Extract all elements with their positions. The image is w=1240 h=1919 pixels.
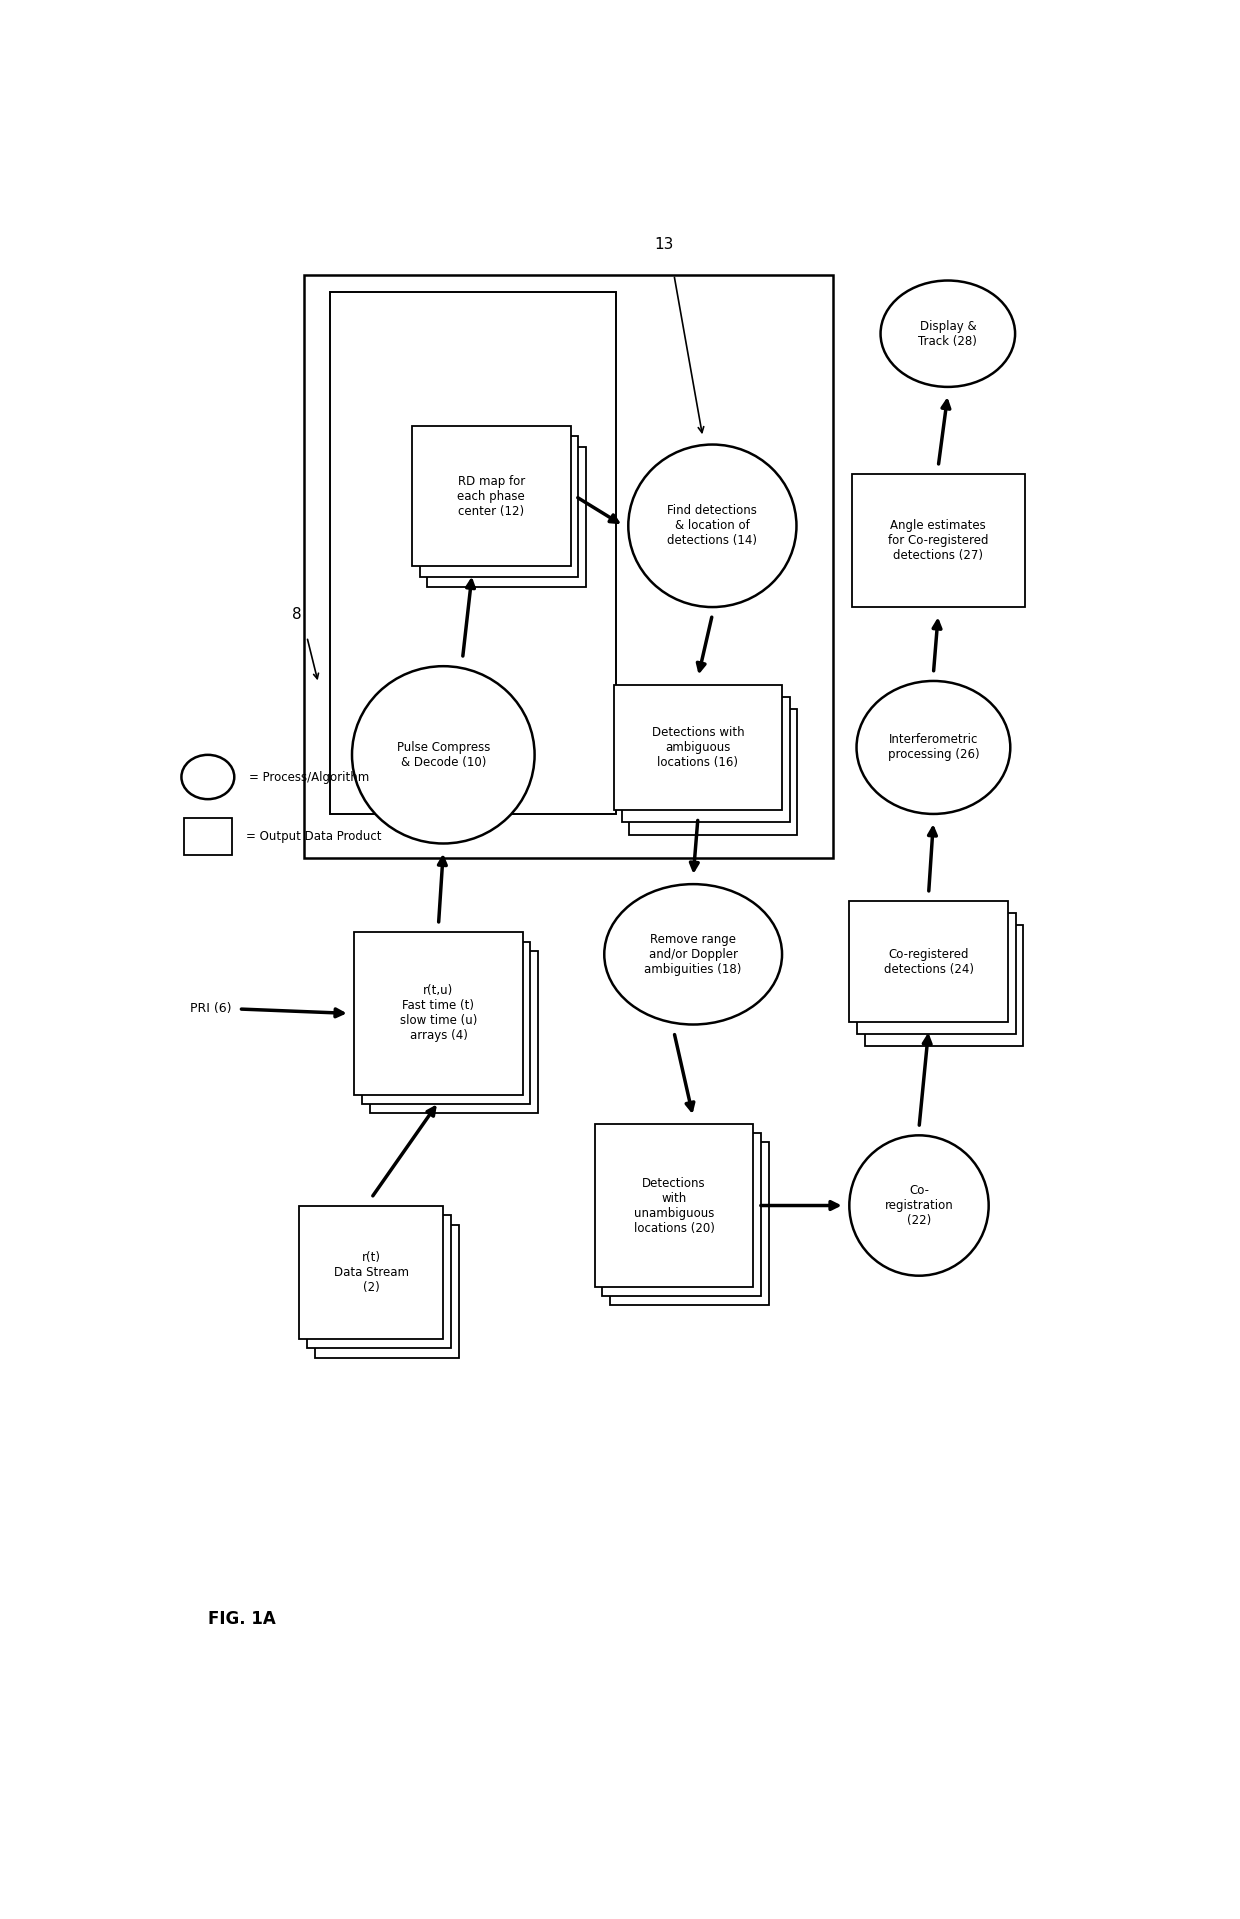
FancyBboxPatch shape bbox=[420, 436, 578, 578]
Text: Angle estimates
for Co-registered
detections (27): Angle estimates for Co-registered detect… bbox=[888, 518, 988, 562]
Ellipse shape bbox=[857, 681, 1011, 814]
FancyBboxPatch shape bbox=[857, 913, 1016, 1034]
Text: = Process/Algorithm: = Process/Algorithm bbox=[249, 771, 370, 783]
FancyBboxPatch shape bbox=[412, 426, 570, 566]
Text: PRI (6): PRI (6) bbox=[191, 1002, 232, 1015]
FancyBboxPatch shape bbox=[610, 1142, 769, 1305]
Text: = Output Data Product: = Output Data Product bbox=[247, 829, 382, 842]
FancyBboxPatch shape bbox=[184, 817, 232, 854]
Text: RD map for
each phase
center (12): RD map for each phase center (12) bbox=[458, 474, 526, 518]
Bar bbox=[304, 274, 832, 858]
Text: Co-
registration
(22): Co- registration (22) bbox=[884, 1184, 954, 1226]
FancyBboxPatch shape bbox=[849, 902, 1008, 1023]
FancyBboxPatch shape bbox=[299, 1205, 444, 1339]
Text: FIG. 1A: FIG. 1A bbox=[208, 1610, 275, 1627]
FancyBboxPatch shape bbox=[428, 447, 587, 587]
FancyBboxPatch shape bbox=[355, 933, 522, 1094]
Text: r(t,u)
Fast time (t)
slow time (u)
arrays (4): r(t,u) Fast time (t) slow time (u) array… bbox=[399, 984, 477, 1042]
Text: Display &
Track (28): Display & Track (28) bbox=[919, 320, 977, 347]
FancyBboxPatch shape bbox=[614, 685, 782, 810]
FancyBboxPatch shape bbox=[852, 474, 1024, 606]
FancyBboxPatch shape bbox=[362, 942, 531, 1103]
Ellipse shape bbox=[352, 666, 534, 844]
Ellipse shape bbox=[849, 1136, 988, 1276]
FancyBboxPatch shape bbox=[864, 925, 1023, 1046]
Ellipse shape bbox=[181, 754, 234, 798]
Bar bbox=[330, 292, 616, 814]
Ellipse shape bbox=[629, 445, 796, 606]
Text: 13: 13 bbox=[655, 238, 675, 253]
FancyBboxPatch shape bbox=[306, 1215, 451, 1349]
Text: Find detections
& location of
detections (14): Find detections & location of detections… bbox=[667, 505, 758, 547]
Text: Pulse Compress
& Decode (10): Pulse Compress & Decode (10) bbox=[397, 741, 490, 770]
Text: Remove range
and/or Doppler
ambiguities (18): Remove range and/or Doppler ambiguities … bbox=[645, 933, 742, 977]
Text: Interferometric
processing (26): Interferometric processing (26) bbox=[888, 733, 980, 762]
FancyBboxPatch shape bbox=[629, 708, 797, 835]
FancyBboxPatch shape bbox=[370, 952, 538, 1113]
Text: r(t)
Data Stream
(2): r(t) Data Stream (2) bbox=[334, 1251, 409, 1293]
Text: Detections with
ambiguous
locations (16): Detections with ambiguous locations (16) bbox=[652, 725, 744, 770]
FancyBboxPatch shape bbox=[621, 697, 790, 823]
Ellipse shape bbox=[604, 885, 782, 1025]
Ellipse shape bbox=[880, 280, 1016, 388]
Text: 8: 8 bbox=[293, 606, 303, 622]
Text: Co-registered
detections (24): Co-registered detections (24) bbox=[884, 948, 973, 975]
FancyBboxPatch shape bbox=[595, 1125, 753, 1288]
Text: Detections
with
unambiguous
locations (20): Detections with unambiguous locations (2… bbox=[634, 1176, 714, 1234]
FancyBboxPatch shape bbox=[603, 1132, 761, 1295]
FancyBboxPatch shape bbox=[315, 1224, 459, 1359]
